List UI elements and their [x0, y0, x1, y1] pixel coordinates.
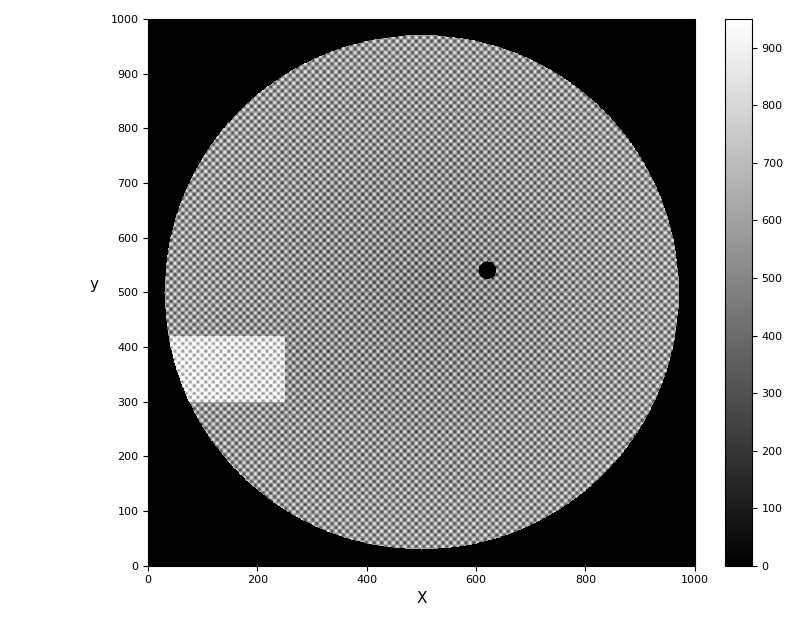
Y-axis label: y: y [89, 278, 98, 292]
X-axis label: X: X [416, 591, 426, 606]
